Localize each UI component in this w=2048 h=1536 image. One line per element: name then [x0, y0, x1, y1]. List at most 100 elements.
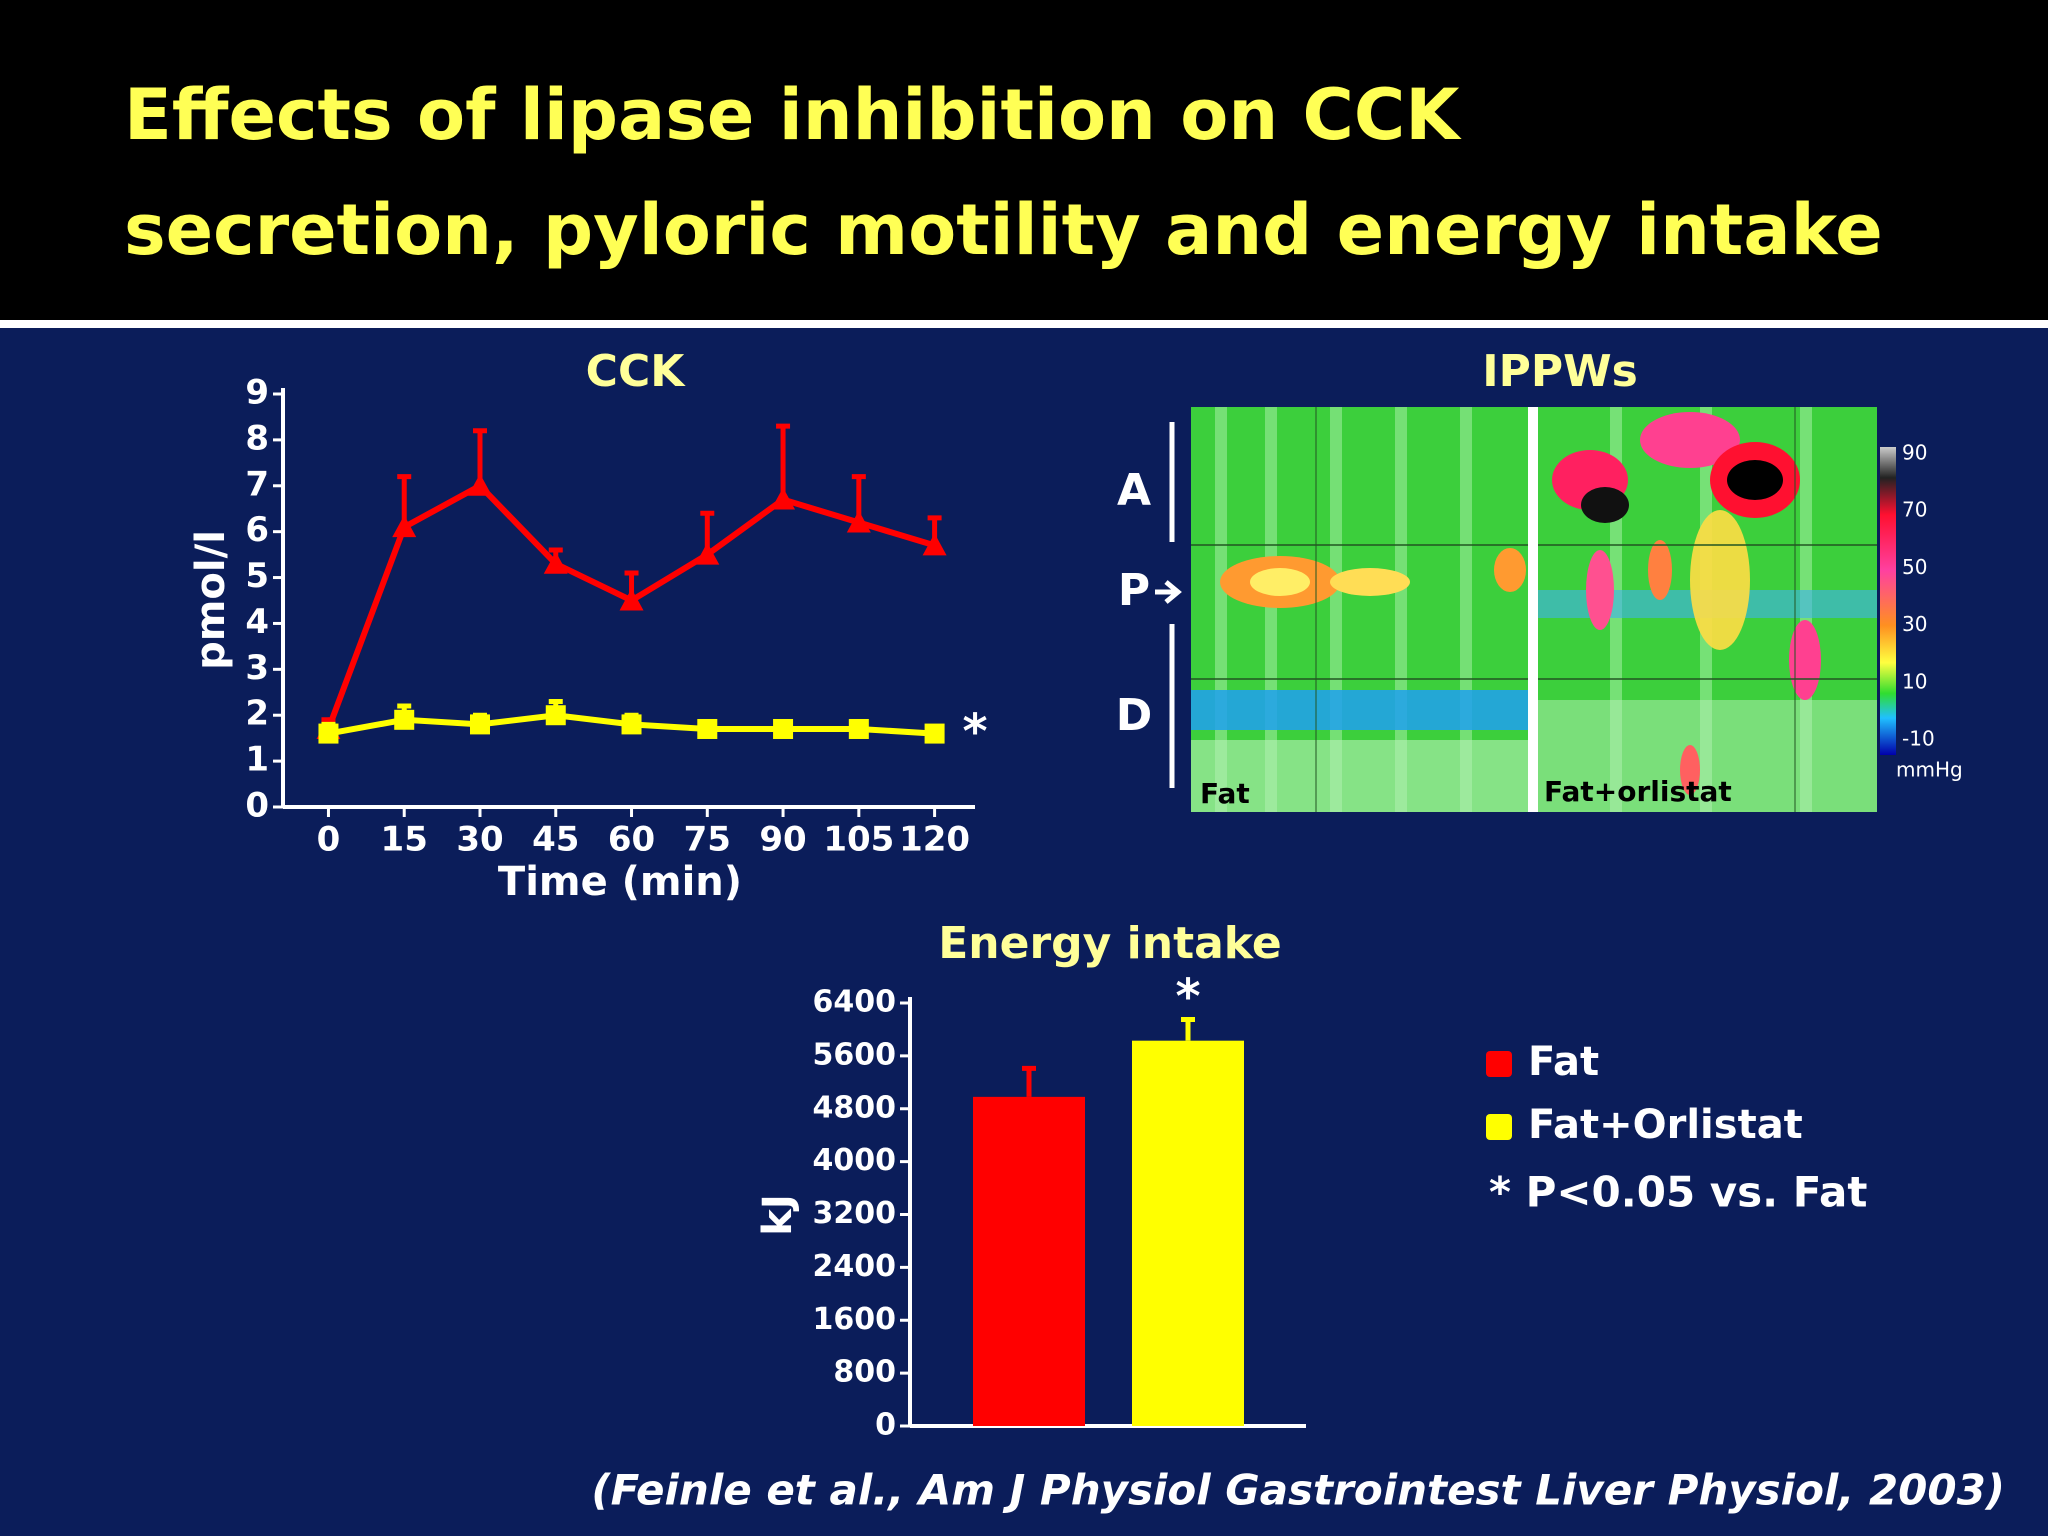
colorbar-tick-label: 70 — [1902, 498, 1927, 522]
legend-swatch — [1486, 1051, 1512, 1077]
panel-label: Fat+orlistat — [1544, 775, 1732, 808]
marker — [924, 723, 945, 744]
marker — [771, 487, 796, 510]
blob — [1648, 540, 1672, 600]
y-tick-label: 7 — [245, 464, 269, 504]
blob — [1586, 550, 1614, 630]
y-tick-label: 6400 — [813, 985, 897, 1020]
blob — [1789, 620, 1821, 700]
marker — [469, 714, 490, 735]
blob — [1581, 487, 1629, 523]
bar — [973, 1096, 1085, 1426]
note: * P<0.05 vs. Fat — [1489, 1168, 1867, 1217]
title-band — [0, 0, 2048, 320]
y-tick-label: 0 — [245, 786, 269, 826]
y-tick-label: 800 — [833, 1355, 896, 1390]
y-tick-label: 2400 — [813, 1249, 897, 1284]
chart-title: CCK — [586, 346, 687, 397]
y-tick-label: 2 — [245, 694, 269, 734]
y-tick-label: 0 — [875, 1408, 896, 1443]
y-tick-label: 4000 — [813, 1143, 897, 1178]
y-tick-label: 6 — [245, 510, 269, 550]
legend-label: Fat+Orlistat — [1528, 1102, 1803, 1148]
blob — [1680, 745, 1700, 795]
y-axis-label: pmol/l — [188, 530, 234, 670]
y-axis-label: kJ — [755, 1194, 801, 1235]
y-tick-label: 1600 — [813, 1302, 897, 1337]
error-bar — [1181, 1017, 1195, 1041]
marker — [543, 551, 568, 574]
region-label: A — [1117, 465, 1151, 516]
colorbar-tick-label: 10 — [1902, 669, 1927, 693]
heatmap: IPPWs — [1116, 346, 1963, 812]
y-tick-label: 5600 — [813, 1037, 897, 1072]
blob — [1727, 460, 1783, 500]
annotation: * — [1175, 969, 1200, 1025]
blob — [1640, 412, 1740, 468]
region-label: D — [1116, 690, 1153, 741]
legend-swatch — [1486, 1114, 1512, 1140]
x-tick-label: 45 — [532, 820, 579, 860]
blob — [1494, 548, 1526, 592]
region-label: P — [1118, 565, 1150, 616]
x-tick-label: 90 — [759, 820, 806, 860]
marker — [619, 588, 644, 611]
blue-band — [1191, 690, 1528, 730]
slide-title: Effects of lipase inhibition on CCK — [124, 74, 1462, 156]
marker — [467, 473, 492, 496]
x-tick-label: 15 — [381, 820, 428, 860]
colorbar-tick-label: -10 — [1902, 727, 1935, 751]
blob — [1690, 510, 1750, 650]
y-tick-label: 5 — [245, 556, 269, 596]
colorbar — [1880, 447, 1896, 755]
x-tick-label: 0 — [317, 820, 341, 860]
x-tick-label: 60 — [608, 820, 655, 860]
marker — [697, 718, 718, 739]
legend-label: Fat — [1528, 1039, 1599, 1085]
blob — [1250, 568, 1310, 596]
y-tick-label: 8 — [245, 418, 269, 458]
marker — [773, 718, 794, 739]
marker — [848, 718, 869, 739]
marker — [394, 709, 415, 730]
blob — [1330, 568, 1410, 596]
y-tick-label: 3200 — [813, 1196, 897, 1231]
marker — [621, 714, 642, 735]
y-tick-label: 3 — [245, 648, 269, 688]
marker — [695, 542, 720, 565]
region-arrow — [1155, 580, 1182, 604]
annotation: * — [962, 704, 987, 760]
marker — [392, 515, 417, 538]
x-tick-label: 75 — [684, 820, 731, 860]
chart-title: Energy intake — [938, 918, 1281, 969]
slide-title: secretion, pyloric motility and energy i… — [124, 189, 1883, 271]
y-tick-label: 1 — [245, 740, 269, 780]
y-tick-label: 4 — [245, 602, 269, 642]
x-tick-label: 30 — [456, 820, 503, 860]
colorbar-tick-label: 30 — [1902, 612, 1927, 636]
bar — [1132, 1040, 1244, 1426]
light-band — [1191, 740, 1528, 812]
heatmap-title: IPPWs — [1482, 346, 1638, 397]
marker — [545, 705, 566, 726]
x-tick-label: 120 — [899, 820, 970, 860]
x-tick-label: 105 — [823, 820, 894, 860]
x-axis-label: Time (min) — [498, 859, 742, 905]
title-rule — [0, 320, 2048, 328]
marker — [318, 723, 339, 744]
colorbar-unit: mmHg — [1896, 758, 1963, 782]
marker — [922, 533, 947, 556]
panel-gap — [1528, 407, 1538, 812]
error-bar — [1022, 1065, 1036, 1097]
colorbar-tick-label: 50 — [1902, 555, 1927, 579]
error-bar — [776, 423, 791, 500]
y-tick-label: 4800 — [813, 1090, 897, 1125]
citation: (Feinle et al., Am J Physiol Gastrointes… — [591, 1466, 2005, 1515]
marker — [846, 510, 871, 533]
light-band — [1538, 700, 1877, 812]
y-tick-label: 9 — [245, 373, 269, 413]
panel-label: Fat — [1200, 777, 1250, 810]
colorbar-tick-label: 90 — [1902, 441, 1927, 465]
